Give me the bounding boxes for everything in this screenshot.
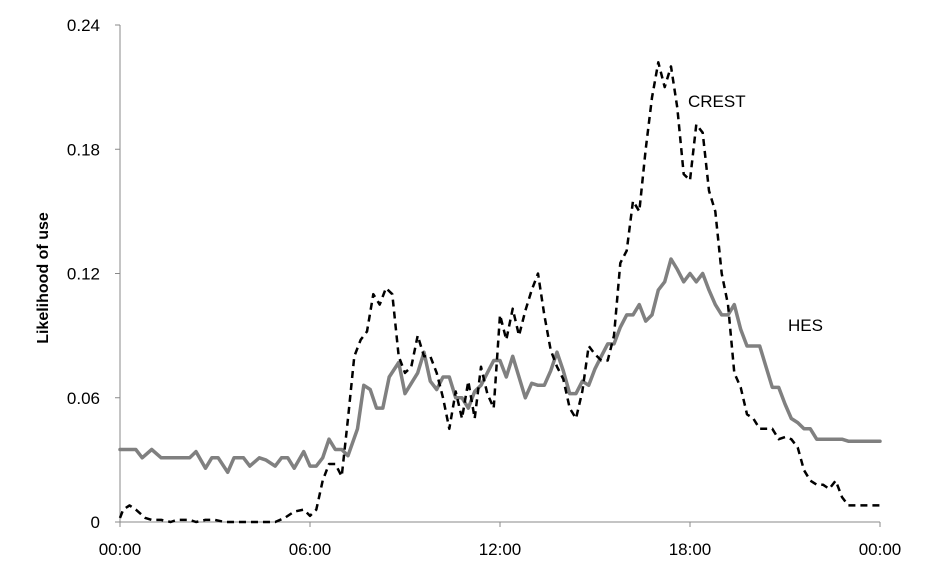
series-label-hes: HES [788,316,823,335]
axes [119,25,880,523]
series-lines [118,61,882,524]
series-label-crest: CREST [688,92,746,111]
y-tick-label: 0 [91,513,100,532]
x-tick-label: 18:00 [669,540,712,559]
y-tick-label: 0.06 [67,389,100,408]
tick-marks [115,24,881,527]
x-tick-label: 00:00 [99,540,142,559]
x-tick-label: 00:00 [859,540,902,559]
series-line-crest [118,61,880,524]
series-line-hes [118,257,882,475]
y-tick-label: 0.12 [67,265,100,284]
y-tick-label: 0.24 [67,16,100,35]
y-tick-label: 0.18 [67,140,100,159]
x-tick-label: 12:00 [479,540,522,559]
x-tick-label: 06:00 [289,540,332,559]
tick-labels: 0 0.06 0.12 0.18 0.24 00:00 06:00 12:00 18:00 00:… [67,16,901,559]
y-axis-title: Likelihood of use [35,212,52,344]
